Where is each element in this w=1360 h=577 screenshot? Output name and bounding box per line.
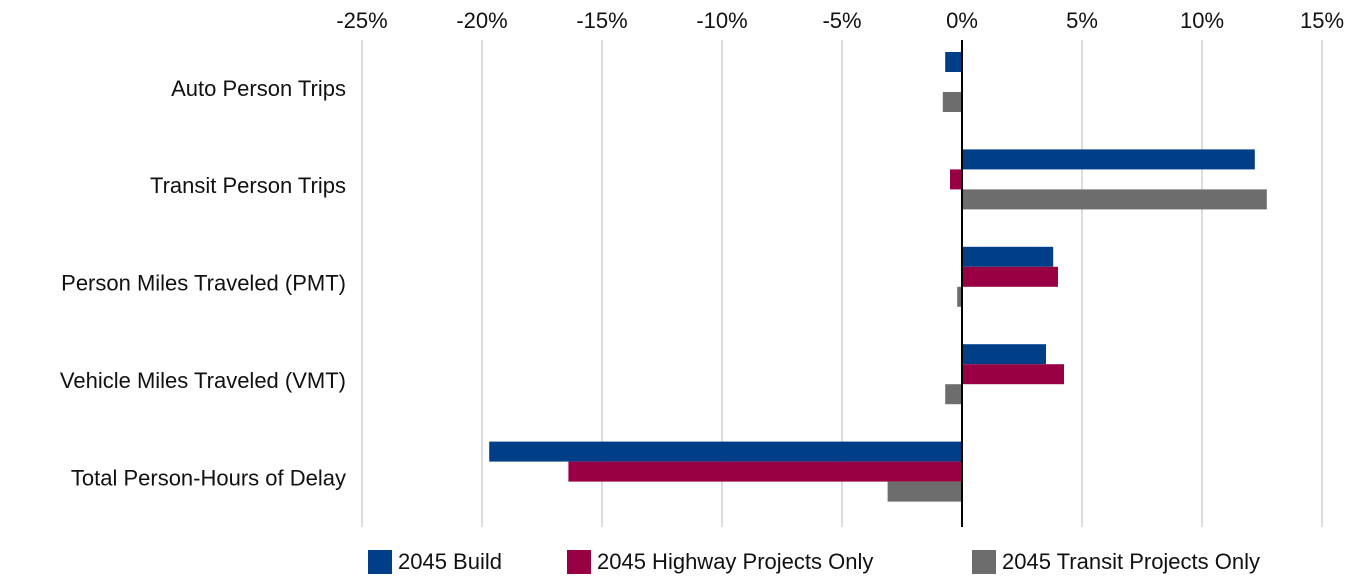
bar — [950, 169, 962, 190]
bar — [962, 246, 1054, 267]
x-tick-label: -15% — [576, 8, 627, 33]
bar — [942, 92, 962, 112]
x-tick-label: -10% — [696, 8, 747, 33]
legend-swatch — [972, 550, 996, 574]
legend-swatch — [567, 550, 591, 574]
bar — [962, 364, 1064, 385]
bar — [962, 189, 1267, 210]
legend-swatch — [368, 550, 392, 574]
bar — [962, 149, 1255, 170]
y-tick-label: Person Miles Traveled (PMT) — [61, 271, 346, 296]
bar — [945, 52, 962, 72]
x-tick-label: -20% — [456, 8, 507, 33]
y-tick-label: Transit Person Trips — [150, 173, 346, 198]
bar — [568, 461, 962, 482]
bar — [489, 441, 962, 462]
x-tick-label: -5% — [822, 8, 861, 33]
legend-label: 2045 Transit Projects Only — [1002, 549, 1260, 574]
x-tick-label: 5% — [1066, 8, 1098, 33]
bar — [962, 266, 1058, 287]
bar — [945, 384, 962, 405]
x-tick-label: 0% — [946, 8, 978, 33]
x-tick-label: 15% — [1300, 8, 1344, 33]
bar — [887, 481, 962, 502]
legend-label: 2045 Highway Projects Only — [597, 549, 873, 574]
x-tick-label: 10% — [1180, 8, 1224, 33]
bar — [957, 286, 962, 307]
y-tick-label: Auto Person Trips — [171, 76, 346, 101]
x-tick-label: -25% — [336, 8, 387, 33]
y-tick-label: Vehicle Miles Traveled (VMT) — [60, 368, 346, 393]
y-tick-label: Total Person-Hours of Delay — [71, 465, 346, 490]
legend-label: 2045 Build — [398, 549, 502, 574]
bar — [962, 344, 1046, 365]
